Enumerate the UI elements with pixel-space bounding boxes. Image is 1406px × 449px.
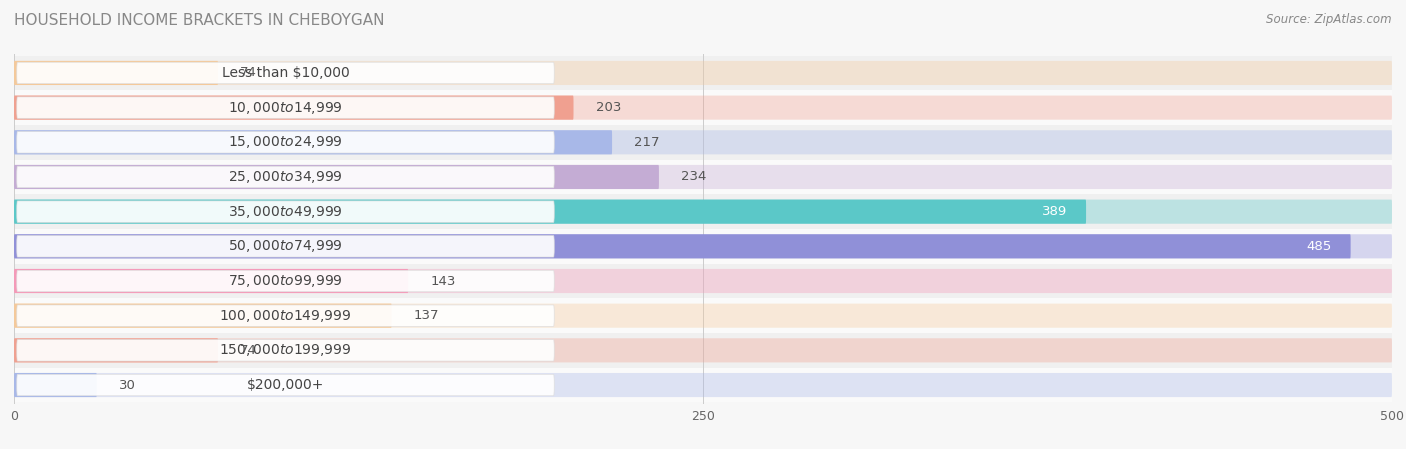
FancyBboxPatch shape [17, 97, 554, 119]
FancyBboxPatch shape [17, 305, 554, 326]
FancyBboxPatch shape [0, 229, 1406, 264]
FancyBboxPatch shape [14, 130, 1392, 154]
FancyBboxPatch shape [0, 160, 1406, 194]
Text: 485: 485 [1306, 240, 1331, 253]
FancyBboxPatch shape [14, 234, 1392, 258]
Text: 389: 389 [1042, 205, 1067, 218]
FancyBboxPatch shape [17, 166, 554, 188]
FancyBboxPatch shape [14, 165, 1392, 189]
Text: $15,000 to $24,999: $15,000 to $24,999 [228, 134, 343, 150]
Text: Source: ZipAtlas.com: Source: ZipAtlas.com [1267, 13, 1392, 26]
FancyBboxPatch shape [17, 374, 554, 396]
FancyBboxPatch shape [14, 304, 1392, 328]
FancyBboxPatch shape [17, 201, 554, 222]
FancyBboxPatch shape [17, 132, 554, 153]
Text: 203: 203 [596, 101, 621, 114]
Text: $35,000 to $49,999: $35,000 to $49,999 [228, 204, 343, 220]
FancyBboxPatch shape [14, 96, 1392, 120]
FancyBboxPatch shape [0, 90, 1406, 125]
FancyBboxPatch shape [0, 368, 1406, 402]
FancyBboxPatch shape [17, 236, 554, 257]
FancyBboxPatch shape [14, 304, 392, 328]
Text: $100,000 to $149,999: $100,000 to $149,999 [219, 308, 352, 324]
Text: HOUSEHOLD INCOME BRACKETS IN CHEBOYGAN: HOUSEHOLD INCOME BRACKETS IN CHEBOYGAN [14, 13, 385, 28]
Text: 234: 234 [681, 171, 706, 184]
Text: 74: 74 [240, 66, 257, 79]
Text: $25,000 to $34,999: $25,000 to $34,999 [228, 169, 343, 185]
Text: 74: 74 [240, 344, 257, 357]
FancyBboxPatch shape [14, 61, 218, 85]
FancyBboxPatch shape [14, 200, 1392, 224]
FancyBboxPatch shape [14, 200, 1085, 224]
Text: $150,000 to $199,999: $150,000 to $199,999 [219, 342, 352, 358]
FancyBboxPatch shape [14, 269, 1392, 293]
FancyBboxPatch shape [14, 338, 1392, 362]
FancyBboxPatch shape [14, 338, 218, 362]
FancyBboxPatch shape [14, 269, 408, 293]
Text: $75,000 to $99,999: $75,000 to $99,999 [228, 273, 343, 289]
FancyBboxPatch shape [0, 125, 1406, 160]
FancyBboxPatch shape [17, 270, 554, 292]
FancyBboxPatch shape [17, 339, 554, 361]
Text: $50,000 to $74,999: $50,000 to $74,999 [228, 238, 343, 254]
Text: 217: 217 [634, 136, 659, 149]
FancyBboxPatch shape [0, 194, 1406, 229]
FancyBboxPatch shape [14, 234, 1351, 258]
FancyBboxPatch shape [14, 96, 574, 120]
FancyBboxPatch shape [0, 333, 1406, 368]
FancyBboxPatch shape [0, 56, 1406, 90]
Text: $10,000 to $14,999: $10,000 to $14,999 [228, 100, 343, 116]
FancyBboxPatch shape [0, 264, 1406, 298]
FancyBboxPatch shape [14, 165, 659, 189]
FancyBboxPatch shape [14, 373, 1392, 397]
Text: Less than $10,000: Less than $10,000 [222, 66, 349, 80]
Text: 143: 143 [430, 274, 456, 287]
FancyBboxPatch shape [14, 373, 97, 397]
Text: 30: 30 [118, 379, 135, 392]
FancyBboxPatch shape [14, 61, 1392, 85]
FancyBboxPatch shape [0, 298, 1406, 333]
Text: $200,000+: $200,000+ [247, 378, 325, 392]
FancyBboxPatch shape [14, 130, 612, 154]
Text: 137: 137 [413, 309, 439, 322]
FancyBboxPatch shape [17, 62, 554, 84]
